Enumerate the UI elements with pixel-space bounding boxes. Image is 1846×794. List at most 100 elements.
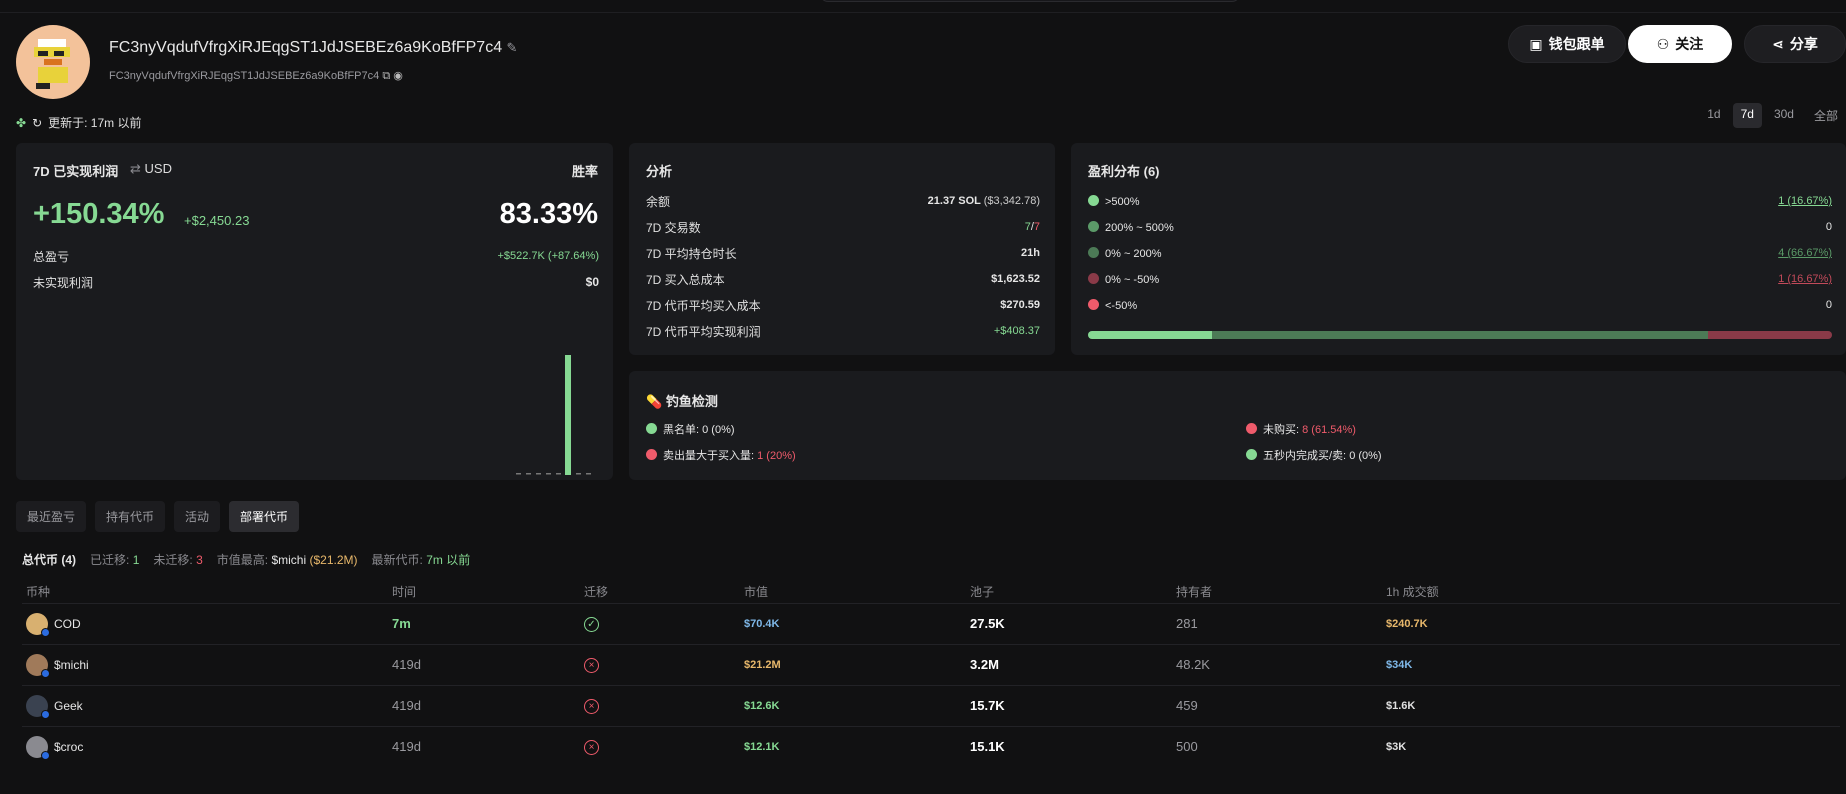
token-cell[interactable]: $michi — [22, 643, 388, 685]
dot-icon — [1246, 423, 1257, 434]
col-migrated[interactable]: 迁移 — [584, 585, 609, 600]
token-time: 419d — [388, 725, 580, 767]
phish-label: 黑名单: — [663, 424, 700, 436]
token-holders: 48.2K — [1172, 643, 1382, 685]
tab-recent-pnl[interactable]: 最近盈亏 — [16, 501, 87, 532]
tab-activity[interactable]: 活动 — [174, 501, 221, 532]
hold-time-value: 21h — [1021, 247, 1040, 259]
token-logo — [26, 694, 50, 719]
edit-icon[interactable]: ✎ — [506, 40, 518, 55]
badge-icon: ✤ — [16, 115, 27, 130]
table-row[interactable]: Geek 419d × $12.6K 15.7K 459 $1.6K — [22, 684, 1840, 726]
winrate-label: 胜率 — [571, 164, 598, 179]
dot-icon — [1088, 272, 1099, 284]
token-volume: $3K — [1382, 725, 1840, 767]
pnl-bar-empty — [576, 473, 581, 475]
share-icon: ⋖ — [1772, 35, 1784, 52]
dist-label: >500% — [1105, 195, 1140, 208]
dist-value[interactable]: 1 (16.67%) — [1778, 195, 1832, 207]
unmigrated-count: 3 — [196, 553, 203, 567]
token-name[interactable]: $croc — [54, 739, 84, 754]
chain-badge-icon — [41, 668, 50, 678]
refresh-icon[interactable]: ↻ — [32, 115, 43, 130]
col-volume[interactable]: 1h 成交额 — [1386, 585, 1439, 600]
dist-value: 0 — [1825, 221, 1832, 233]
dist-value[interactable]: 1 (16.67%) — [1778, 273, 1832, 285]
share-button[interactable]: ⋖ 分享 — [1744, 25, 1846, 63]
range-30d[interactable]: 30d — [1773, 107, 1794, 121]
time-range-selector: 1d 7d 30d 全部 — [1699, 103, 1846, 128]
deployed-token-table: 币种 时间 迁移 市值 池子 持有者 1h 成交额 COD 7m ✓ $70.4K 27… — [22, 581, 1840, 767]
update-text: 更新于: 17m 以前 — [48, 116, 142, 130]
copytrade-button[interactable]: ▣ 钱包跟单 — [1508, 25, 1626, 63]
copytrade-label: 钱包跟单 — [1548, 36, 1605, 52]
pnl-bar — [565, 355, 571, 475]
token-cell[interactable]: $croc — [22, 725, 388, 767]
phish-blacklist: 黑名单: 0 (0%) — [646, 421, 735, 437]
header-divider — [0, 12, 1846, 13]
unrealized-value: $0 — [585, 275, 599, 289]
avg-cost-value: $270.59 — [1000, 299, 1040, 311]
token-cell[interactable]: COD — [22, 602, 388, 644]
migrated-check-icon: ✓ — [580, 602, 740, 644]
token-name[interactable]: COD — [54, 616, 81, 631]
col-holders[interactable]: 持有者 — [1176, 585, 1213, 600]
wallet-icon: ▣ — [1529, 35, 1543, 52]
analysis-title: 分析 — [646, 164, 673, 179]
token-pool: 27.5K — [966, 602, 1172, 644]
address-short-text: FC3nyVqdufVfrgXiRJEqgST1JdJSEBEz6a9KoBfF… — [109, 70, 380, 82]
not-migrated-icon: × — [580, 643, 740, 685]
token-tabs: 最近盈亏 持有代币 活动 部署代币 — [16, 501, 300, 532]
tab-holdings[interactable]: 持有代币 — [95, 501, 166, 532]
dist-label: <-50% — [1105, 299, 1138, 312]
distribution-title: 盈利分布 (6) — [1088, 164, 1160, 179]
pnl-percent: +150.34% — [33, 198, 165, 230]
token-name[interactable]: Geek — [54, 698, 83, 713]
col-pool[interactable]: 池子 — [970, 585, 995, 600]
table-row[interactable]: $croc 419d × $12.1K 15.1K 500 $3K — [22, 725, 1840, 767]
distribution-card: 盈利分布 (6) >500% 1 (16.67%) 200% ~ 500% 0 0%… — [1071, 143, 1846, 355]
token-name[interactable]: $michi — [54, 657, 89, 672]
table-row[interactable]: COD 7m ✓ $70.4K 27.5K 281 $240.7K — [22, 602, 1840, 644]
total-pnl-label: 总盈亏 — [33, 249, 70, 264]
token-logo — [26, 735, 50, 760]
total-pnl-value: +$522.7K (+87.64%) — [497, 250, 599, 262]
dist-value[interactable]: 4 (66.67%) — [1778, 247, 1832, 259]
phishing-title: 💊 钓鱼检测 — [646, 391, 718, 410]
currency-toggle[interactable]: ⇄ USD — [130, 161, 172, 177]
balance-label: 余额 — [646, 194, 671, 209]
token-holders: 459 — [1172, 684, 1382, 726]
distribution-rows: >500% 1 (16.67%) 200% ~ 500% 0 0% ~ 200% 4 … — [1088, 188, 1832, 318]
token-mcap: $70.4K — [740, 602, 966, 644]
token-cell[interactable]: Geek — [22, 684, 388, 726]
distribution-bar — [1088, 331, 1832, 339]
token-time: 419d — [388, 643, 580, 685]
col-time[interactable]: 时间 — [392, 585, 417, 600]
range-all[interactable]: 全部 — [1813, 109, 1838, 123]
trades-sell: 7 — [1033, 221, 1040, 233]
token-logo — [26, 612, 50, 637]
pnl-bar-empty — [536, 473, 541, 475]
dot-icon — [646, 449, 657, 460]
search-bar-edge[interactable] — [820, 0, 1240, 2]
wallet-avatar — [16, 25, 90, 99]
dot-icon — [646, 423, 657, 434]
phish-sell-more: 卖出量大于买入量: 1 (20%) — [646, 447, 796, 463]
token-pool: 3.2M — [966, 643, 1172, 685]
explorer-icon[interactable]: ◉ — [393, 70, 403, 82]
follow-button[interactable]: ⚇ 关注 — [1628, 25, 1732, 63]
winrate-value: 83.33% — [499, 198, 598, 230]
dist-label: 0% ~ 200% — [1105, 247, 1162, 260]
phish-label: 五秒内完成买/卖: — [1263, 450, 1347, 462]
analysis-rows: 余额 21.37 SOL ($3,342.78) 7D 交易数 7/7 7D 平均持… — [646, 194, 1040, 339]
col-mcap[interactable]: 市值 — [744, 585, 769, 600]
tab-deployed[interactable]: 部署代币 — [229, 501, 300, 532]
table-row[interactable]: $michi 419d × $21.2M 3.2M 48.2K $34K — [22, 643, 1840, 685]
pill-icon: 💊 — [646, 394, 663, 409]
col-token[interactable]: 币种 — [26, 585, 51, 600]
unrealized-label: 未实现利润 — [33, 275, 94, 290]
range-1d[interactable]: 1d — [1707, 107, 1721, 121]
buy-cost-value: $1,623.52 — [991, 273, 1040, 285]
range-7d[interactable]: 7d — [1732, 103, 1762, 128]
copy-icon[interactable]: ⧉ — [382, 70, 391, 82]
